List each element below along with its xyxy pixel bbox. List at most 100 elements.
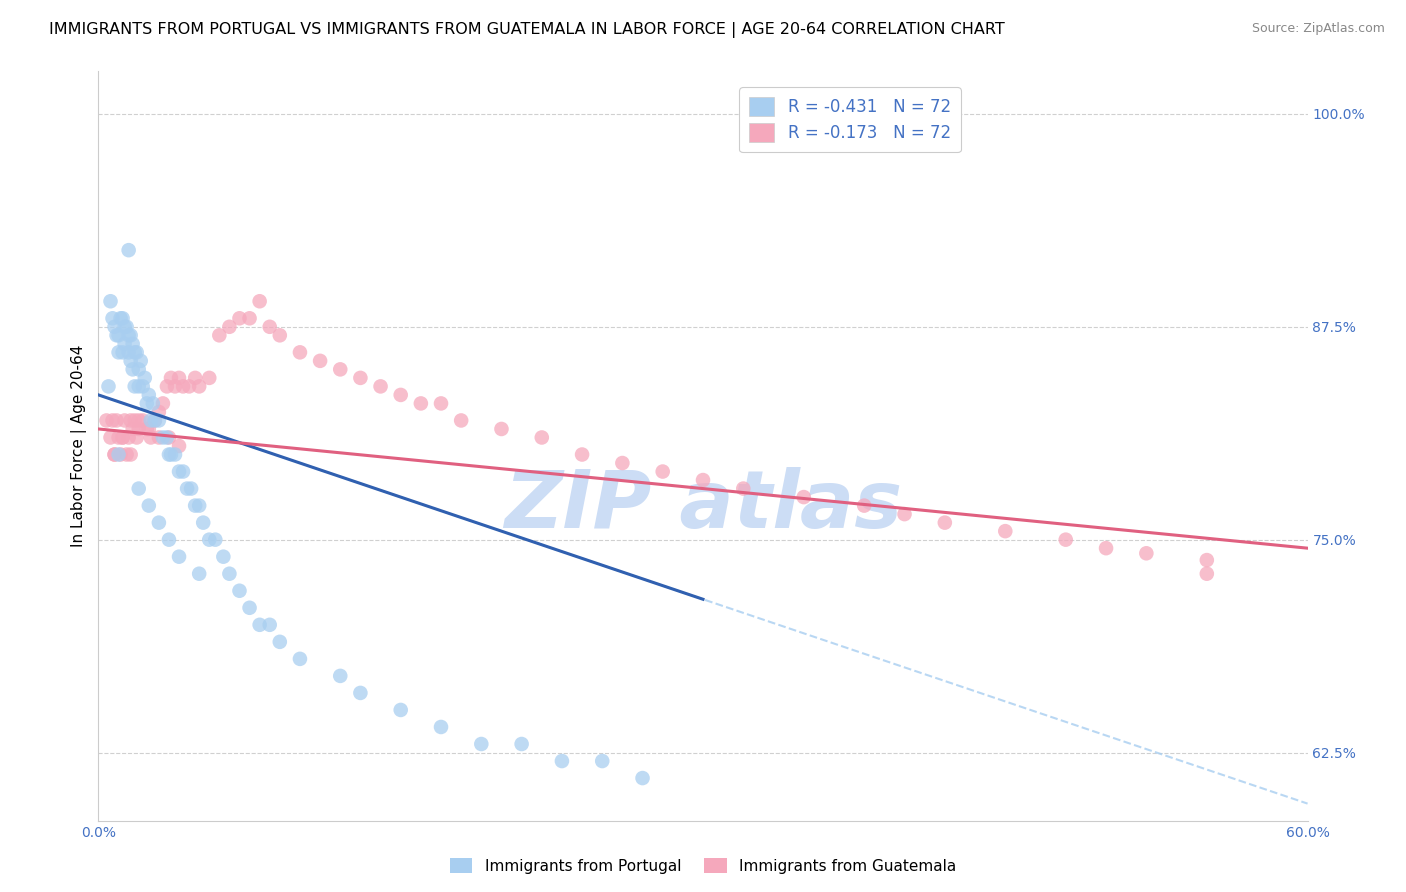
Point [198,533,221,547]
Point [152,430,174,444]
Point [103,319,125,334]
Point [134,371,156,385]
Point [138,499,160,513]
Point [1195,566,1218,581]
Point [179,379,201,393]
Point [115,319,138,334]
Point [121,362,143,376]
Point [125,430,148,444]
Point [115,448,138,462]
Point [143,413,166,427]
Text: IMMIGRANTS FROM PORTUGAL VS IMMIGRANTS FROM GUATEMALA IN LABOR FORCE | AGE 20-64: IMMIGRANTS FROM PORTUGAL VS IMMIGRANTS F… [49,22,1005,38]
Point [389,388,412,402]
Point [510,737,533,751]
Point [139,413,162,427]
Point [591,754,613,768]
Point [994,524,1017,538]
Point [101,413,124,427]
Point [491,422,513,436]
Point [156,379,179,393]
Point [430,396,453,410]
Point [110,311,132,326]
Point [96,413,118,427]
Point [110,448,132,462]
Point [631,771,654,785]
Point [651,465,673,479]
Point [228,583,250,598]
Point [148,516,170,530]
Point [288,345,311,359]
Point [612,456,634,470]
Point [138,422,160,436]
Point [188,499,211,513]
Point [893,507,915,521]
Point [160,448,183,462]
Point [128,422,150,436]
Point [111,345,134,359]
Point [120,354,142,368]
Point [118,328,141,343]
Point [100,294,122,309]
Point [114,336,136,351]
Point [329,669,352,683]
Point [228,311,250,326]
Point [349,686,371,700]
Point [329,362,352,376]
Point [105,328,128,343]
Point [530,430,553,444]
Point [184,499,207,513]
Point [148,430,170,444]
Text: Source: ZipAtlas.com: Source: ZipAtlas.com [1251,22,1385,36]
Point [111,430,134,444]
Point [105,413,128,427]
Legend: Immigrants from Portugal, Immigrants from Guatemala: Immigrants from Portugal, Immigrants fro… [443,852,963,880]
Point [188,566,211,581]
Point [132,413,155,427]
Point [1054,533,1077,547]
Point [389,703,412,717]
Point [118,430,141,444]
Point [120,413,142,427]
Point [1095,541,1118,556]
Point [138,388,160,402]
Point [853,499,876,513]
Point [551,754,574,768]
Point [172,379,194,393]
Point [193,516,215,530]
Point [793,490,815,504]
Point [101,311,124,326]
Point [571,448,593,462]
Point [128,413,150,427]
Point [118,243,141,257]
Point [269,635,291,649]
Point [114,319,136,334]
Point [157,533,180,547]
Point [128,482,150,496]
Point [259,319,281,334]
Point [103,448,125,462]
Point [157,448,180,462]
Point [124,345,146,359]
Point [370,379,392,393]
Point [157,430,180,444]
Point [204,533,226,547]
Point [167,465,190,479]
Point [430,720,453,734]
Point [239,311,262,326]
Point [100,430,122,444]
Point [309,354,332,368]
Point [142,396,165,410]
Point [167,371,190,385]
Point [107,448,129,462]
Point [135,422,157,436]
Point [103,448,125,462]
Point [148,405,170,419]
Point [176,482,198,496]
Point [118,345,141,359]
Point [107,430,129,444]
Point [97,379,120,393]
Point [152,396,174,410]
Point [249,617,271,632]
Legend: R = -0.431   N = 72, R = -0.173   N = 72: R = -0.431 N = 72, R = -0.173 N = 72 [740,87,960,153]
Point [692,473,714,487]
